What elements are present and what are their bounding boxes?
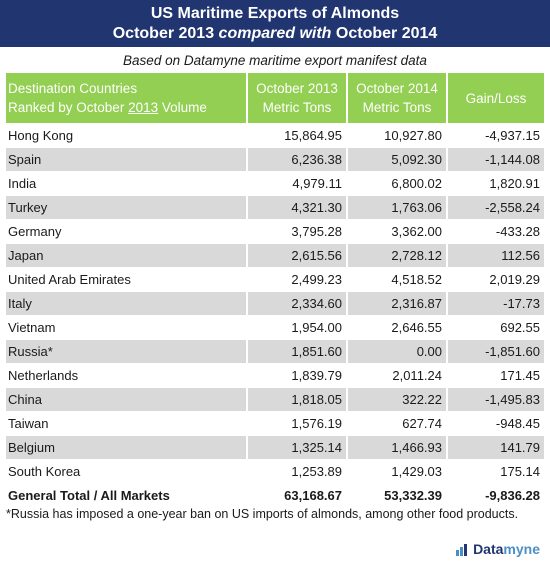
- country-cell: United Arab Emirates: [6, 267, 248, 291]
- table-row: Germany 3,795.28 3,362.00 -433.28: [6, 219, 544, 243]
- gain-loss-cell: -433.28: [448, 219, 544, 243]
- oct-2013-cell: 6,236.38: [248, 147, 348, 171]
- country-cell: Japan: [6, 243, 248, 267]
- oct-2014-cell: 1,429.03: [348, 459, 448, 483]
- oct-2013-cell: 2,499.23: [248, 267, 348, 291]
- title-line-2: October 2013 compared with October 2014: [112, 25, 438, 42]
- table-row: India 4,979.11 6,800.02 1,820.91: [6, 171, 544, 195]
- oct-2013-cell: 1,325.14: [248, 435, 348, 459]
- table-row: Belgium 1,325.14 1,466.93 141.79: [6, 435, 544, 459]
- table-row: Spain 6,236.38 5,092.30 -1,144.08: [6, 147, 544, 171]
- oct-2014-cell: 2,011.24: [348, 363, 448, 387]
- country-cell: Turkey: [6, 195, 248, 219]
- gain-loss-cell: 175.14: [448, 459, 544, 483]
- oct-2014-cell: 6,800.02: [348, 171, 448, 195]
- country-cell: Italy: [6, 291, 248, 315]
- table-row: Netherlands 1,839.79 2,011.24 171.45: [6, 363, 544, 387]
- country-cell: Hong Kong: [6, 123, 248, 147]
- exports-table: Destination Countries Ranked by October …: [6, 73, 544, 507]
- oct-2013-cell: 15,864.95: [248, 123, 348, 147]
- gain-loss-cell: -1,495.83: [448, 387, 544, 411]
- country-cell: Vietnam: [6, 315, 248, 339]
- oct-2013-cell: 4,979.11: [248, 171, 348, 195]
- table-header-row: Destination Countries Ranked by October …: [6, 73, 544, 123]
- footnote: *Russia has imposed a one-year ban on US…: [6, 507, 519, 521]
- table-row: Vietnam 1,954.00 2,646.55 692.55: [6, 315, 544, 339]
- gain-loss-cell: -1,144.08: [448, 147, 544, 171]
- table-row: Russia* 1,851.60 0.00 -1,851.60: [6, 339, 544, 363]
- gain-loss-cell: -4,937.15: [448, 123, 544, 147]
- gain-loss-cell: 112.56: [448, 243, 544, 267]
- country-cell: Netherlands: [6, 363, 248, 387]
- datamyne-logo-icon: [456, 544, 468, 556]
- oct-2014-cell: 1,763.06: [348, 195, 448, 219]
- oct-2014-cell: 1,466.93: [348, 435, 448, 459]
- oct-2014-cell: 2,728.12: [348, 243, 448, 267]
- gain-loss-cell: 141.79: [448, 435, 544, 459]
- country-cell: South Korea: [6, 459, 248, 483]
- oct-2013-cell: 2,334.60: [248, 291, 348, 315]
- gain-loss-cell: -2,558.24: [448, 195, 544, 219]
- gain-loss-cell: -948.45: [448, 411, 544, 435]
- oct-2013-cell: 3,795.28: [248, 219, 348, 243]
- oct-2013-cell: 4,321.30: [248, 195, 348, 219]
- gain-loss-cell: -1,851.60: [448, 339, 544, 363]
- datamyne-logo: Data myne: [456, 539, 540, 559]
- oct-2014-cell: 627.74: [348, 411, 448, 435]
- header-destination: Destination Countries Ranked by October …: [6, 73, 248, 123]
- oct-2013-cell: 1,851.60: [248, 339, 348, 363]
- table-row: Taiwan 1,576.19 627.74 -948.45: [6, 411, 544, 435]
- header-oct-2014: October 2014 Metric Tons: [348, 73, 448, 123]
- country-cell: Russia*: [6, 339, 248, 363]
- oct-2014-cell: 2,316.87: [348, 291, 448, 315]
- table-row: Italy 2,334.60 2,316.87 -17.73: [6, 291, 544, 315]
- oct-2014-cell: 4,518.52: [348, 267, 448, 291]
- gain-loss-cell: 171.45: [448, 363, 544, 387]
- oct-2014-cell: 2,646.55: [348, 315, 448, 339]
- country-cell: Taiwan: [6, 411, 248, 435]
- table-row: United Arab Emirates 2,499.23 4,518.52 2,01…: [6, 267, 544, 291]
- oct-2013-cell: 1,818.05: [248, 387, 348, 411]
- oct-2013-cell: 2,615.56: [248, 243, 348, 267]
- gain-loss-cell: 2,019.29: [448, 267, 544, 291]
- oct-2013-cell: 1,576.19: [248, 411, 348, 435]
- table-row: China 1,818.05 322.22 -1,495.83: [6, 387, 544, 411]
- oct-2014-cell: 5,092.30: [348, 147, 448, 171]
- subtitle: Based on Datamyne maritime export manife…: [123, 53, 427, 68]
- country-cell: China: [6, 387, 248, 411]
- total-row: General Total / All Markets 63,168.67 53,3…: [6, 483, 544, 507]
- oct-2014-cell: 10,927.80: [348, 123, 448, 147]
- country-cell: Belgium: [6, 435, 248, 459]
- oct-2013-cell: 1,839.79: [248, 363, 348, 387]
- country-cell: General Total / All Markets: [6, 483, 248, 507]
- header-oct-2013: October 2013 Metric Tons: [248, 73, 348, 123]
- oct-2014-cell: 53,332.39: [348, 483, 448, 507]
- table-row: Hong Kong 15,864.95 10,927.80 -4,937.15: [6, 123, 544, 147]
- country-cell: Germany: [6, 219, 248, 243]
- table-body: Hong Kong 15,864.95 10,927.80 -4,937.15 Spai…: [6, 123, 544, 507]
- title-banner: US Maritime Exports of Almonds October 2…: [0, 0, 550, 47]
- oct-2013-cell: 63,168.67: [248, 483, 348, 507]
- gain-loss-cell: 692.55: [448, 315, 544, 339]
- gain-loss-cell: -9,836.28: [448, 483, 544, 507]
- table-row: Turkey 4,321.30 1,763.06 -2,558.24: [6, 195, 544, 219]
- gain-loss-cell: -17.73: [448, 291, 544, 315]
- table-row: Japan 2,615.56 2,728.12 112.56: [6, 243, 544, 267]
- oct-2014-cell: 0.00: [348, 339, 448, 363]
- country-cell: India: [6, 171, 248, 195]
- table-row: South Korea 1,253.89 1,429.03 175.14: [6, 459, 544, 483]
- gain-loss-cell: 1,820.91: [448, 171, 544, 195]
- oct-2014-cell: 3,362.00: [348, 219, 448, 243]
- header-gain-loss: Gain/Loss: [448, 73, 544, 123]
- country-cell: Spain: [6, 147, 248, 171]
- oct-2014-cell: 322.22: [348, 387, 448, 411]
- title-line-1: US Maritime Exports of Almonds: [150, 5, 400, 22]
- oct-2013-cell: 1,253.89: [248, 459, 348, 483]
- oct-2013-cell: 1,954.00: [248, 315, 348, 339]
